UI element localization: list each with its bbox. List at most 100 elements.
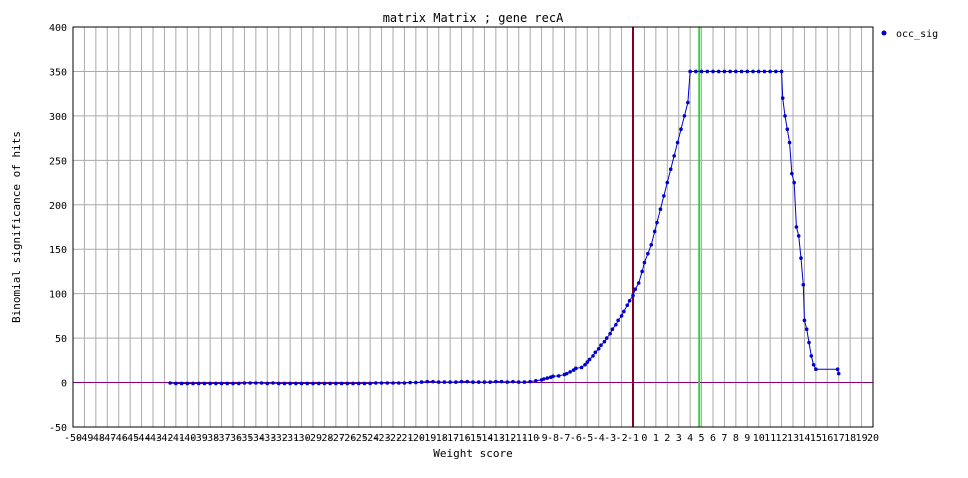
data-point [516,380,521,384]
data-point [294,381,298,386]
data-point [379,381,384,385]
data-point [774,69,778,74]
data-point [642,260,647,265]
data-point [339,381,344,386]
y-axis-label: Binomial significance of hits [10,131,23,323]
x-tick-label: -39 [190,433,208,444]
data-point [785,127,790,132]
plot-frame [72,26,874,428]
data-point [414,380,418,385]
x-tick-label: -13 [487,433,505,444]
y-tick-label: 150 [49,245,67,256]
data-point [814,367,818,372]
x-tick-label: 20 [867,433,879,444]
data-point [804,327,809,332]
data-point [583,362,587,367]
x-tick-label: -10 [521,433,539,444]
data-point [214,381,218,386]
x-tick-label: -26 [338,433,356,444]
data-point [809,354,814,358]
data-point [545,376,550,380]
x-tick-label: -40 [178,433,196,444]
data-point [649,242,654,247]
x-tick-label: -41 [167,433,185,444]
data-point [431,379,435,384]
data-point [646,251,650,256]
data-point [694,69,698,74]
data-point [362,381,367,386]
x-tick-label: -37 [213,433,231,444]
x-tick-labels: -50-49-48-47-46-45-44-43-42-41-40-39-38-… [64,433,879,444]
x-tick-label: 0 [641,433,647,444]
x-tick-label: 16 [821,433,833,444]
data-point [779,69,784,74]
x-tick-label: -34 [247,433,265,444]
y-tick-labels: -50 0 50 100 150 200 250 300 350 400 [49,23,67,434]
y-tick-label: 350 [49,67,67,78]
data-point [665,180,670,185]
x-tick-label: -24 [361,433,379,444]
x-tick-label: -2 [616,433,628,444]
data-point [385,381,390,385]
data-point [282,381,287,386]
x-tick-label: -17 [441,433,459,444]
data-point [316,381,321,386]
data-point [756,69,761,74]
legend-marker [881,30,887,36]
data-point [716,69,721,74]
x-tick-label: -30 [293,433,311,444]
data-point [168,381,172,385]
data-point [585,360,590,364]
y-tick-label: 300 [49,112,67,123]
data-point [801,282,806,287]
data-point [564,371,569,376]
y-tick-label: 200 [49,201,67,212]
data-point [811,362,816,367]
x-tick-label: -42 [155,433,173,444]
data-point [299,381,304,386]
data-point [668,167,673,172]
x-tick-label: -9 [536,433,548,444]
data-point [625,303,630,308]
data-point [699,69,704,74]
data-point [627,298,632,303]
data-point [551,374,555,379]
x-tick-label: -50 [64,433,82,444]
x-tick-label: -6 [570,433,582,444]
data-point [640,269,644,274]
x-tick-label: -7 [558,433,570,444]
x-tick-label: 9 [744,433,750,444]
data-point [682,114,687,118]
data-point [587,357,592,362]
data-point [658,207,663,212]
data-point [476,380,481,384]
y-tick-label: -50 [49,423,67,434]
data-point [835,367,840,372]
data-point [745,69,750,74]
data-point [614,322,618,327]
data-point [652,229,657,234]
data-point [522,380,527,384]
data-point [655,220,659,225]
x-tick-label: -15 [464,433,482,444]
data-point [368,381,372,386]
x-tick-label: 17 [833,433,845,444]
data-point [556,374,561,378]
data-point [619,314,624,318]
x-tick-label: 15 [810,433,822,444]
x-tick-label: 12 [776,433,788,444]
data-point [780,96,785,100]
data-point [408,380,412,385]
data-point [794,225,799,229]
x-tick-label: 19 [856,433,868,444]
data-point [596,346,601,351]
data-point [305,381,310,386]
data-point [792,180,796,185]
chart-title: matrix Matrix ; gene recA [383,11,564,25]
x-tick-label: -29 [304,433,322,444]
data-point [739,69,744,74]
data-point [511,379,515,384]
data-point [488,380,492,384]
data-point [610,327,615,332]
